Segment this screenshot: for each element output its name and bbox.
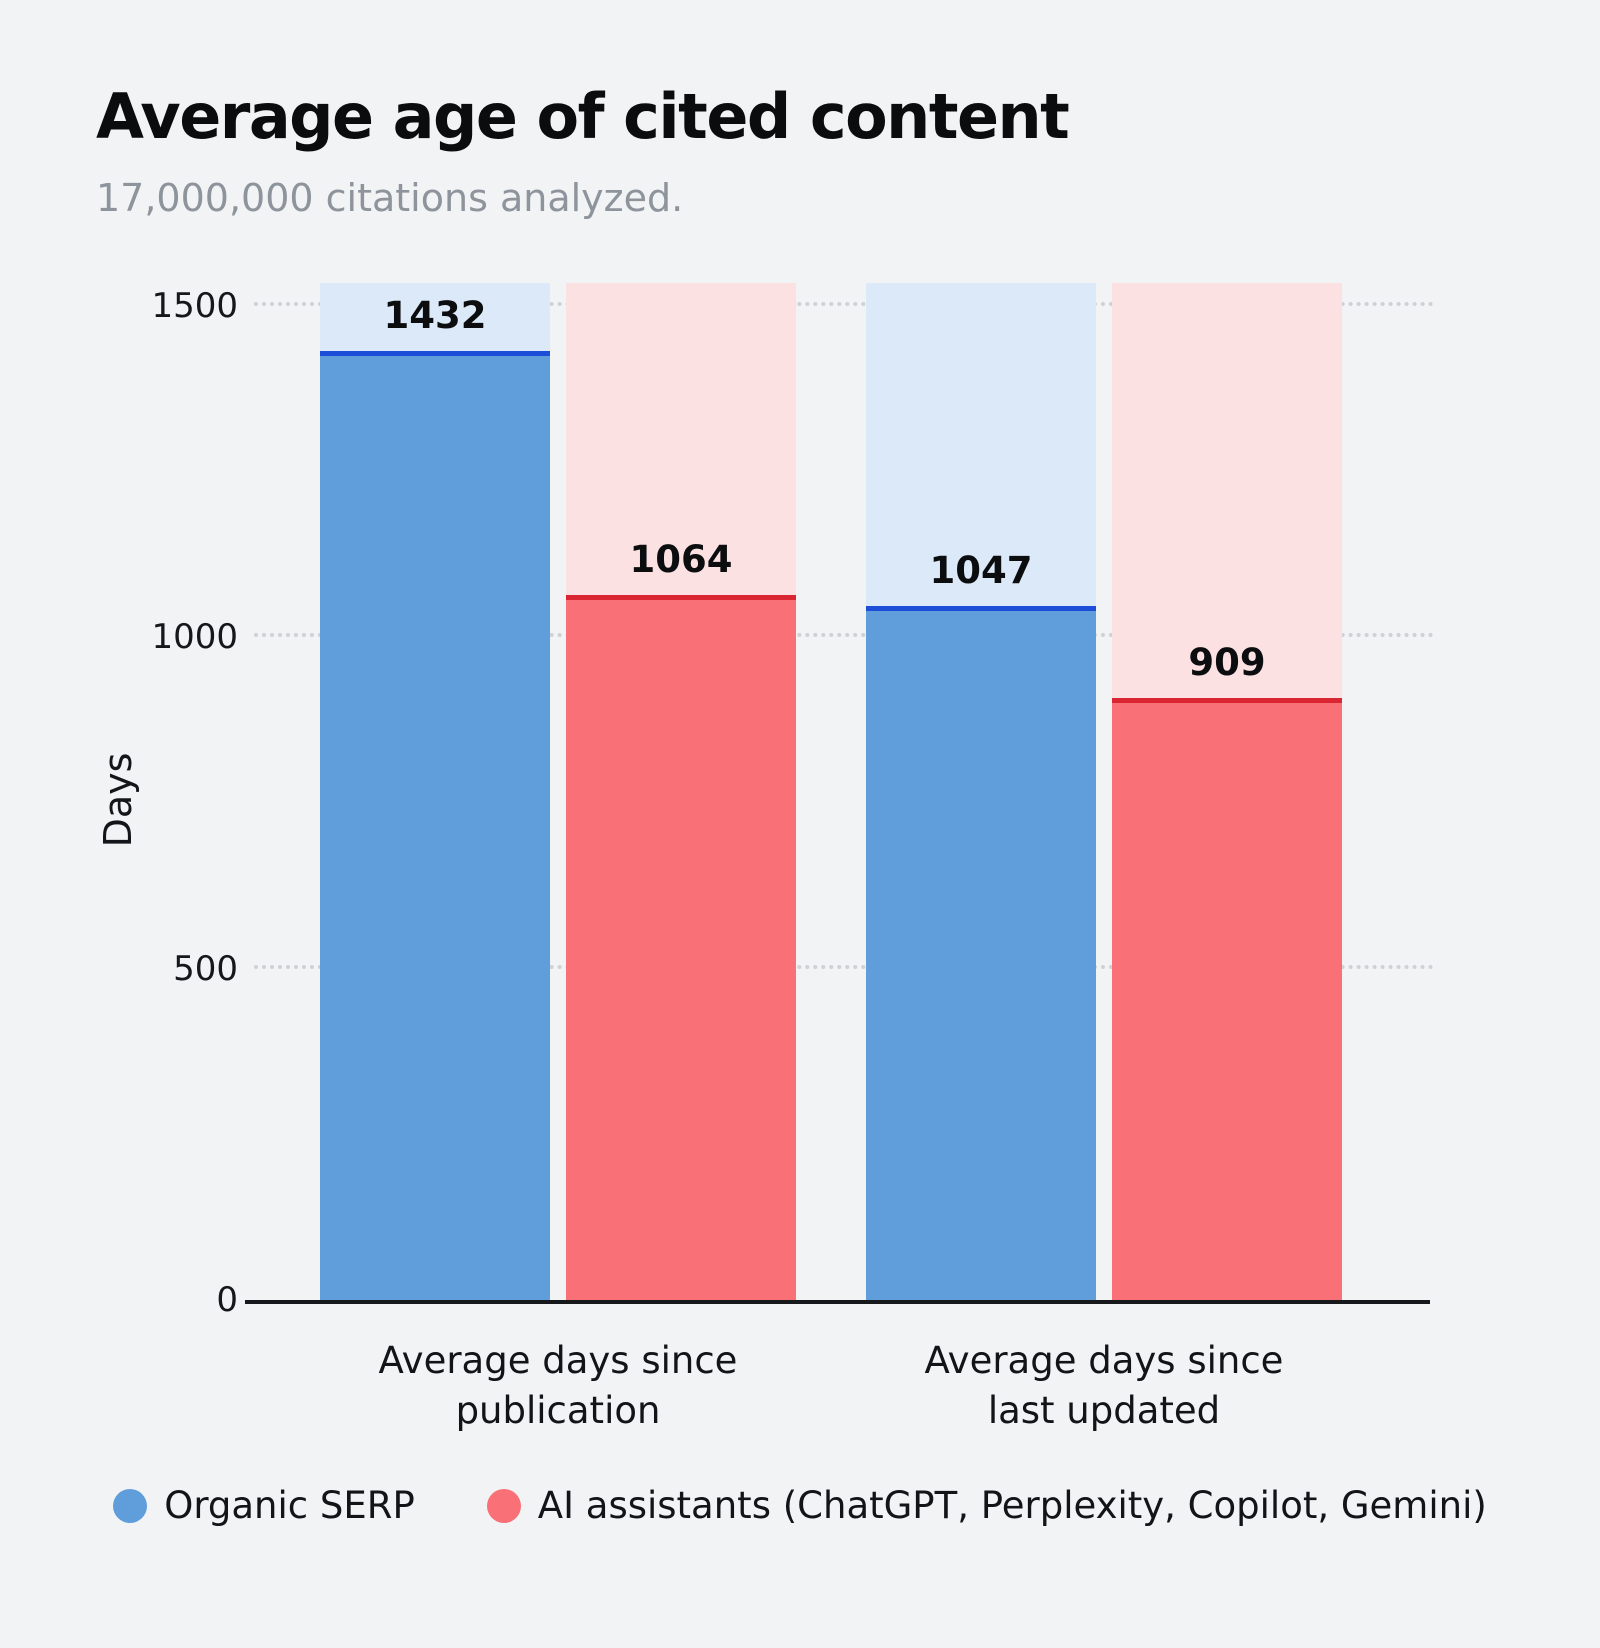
bar-fill [320,351,550,1300]
legend-item-organic-serp: Organic SERP [113,1484,415,1527]
legend-dot [486,1488,521,1523]
category-label-2: Average days since last updated [924,1339,1284,1432]
gridline-1000 [254,633,1434,638]
plot-area: 1432 1064 1047 909 [250,283,1434,1300]
bar-value-label: 1432 [383,294,487,338]
bar-fill [1112,697,1342,1300]
bar-fill [866,606,1096,1300]
bar-group-2: 1047 909 [866,283,1342,1300]
category-label-1: Average days since publication [378,1339,738,1432]
y-tick-0: 0 [216,1280,238,1320]
bar-value-label: 1064 [629,538,733,582]
bar-ai-assistants-chatgp-group-2: 909 [1112,283,1342,1300]
bar-organic-serp-group-2: 1047 [866,283,1096,1300]
bar-value-label: 1047 [929,549,1033,593]
y-tick-500: 500 [173,948,238,989]
legend-label: AI assistants (ChatGPT, Perplexity, Copi… [537,1484,1487,1527]
gridline-500 [254,964,1434,969]
legend: Organic SERP AI assistants (ChatGPT, Perp… [0,1484,1600,1527]
chart-subtitle: 17,000,000 citations analyzed. [96,176,684,220]
y-tick-1500: 1500 [151,286,238,327]
bar-ai-assistants-chatgp-group-1: 1064 [566,283,796,1300]
y-axis-ticks: 0 500 1000 1500 [110,283,238,1320]
bar-value-label: 909 [1188,640,1266,684]
x-axis-line [245,1300,1430,1304]
chart-title: Average age of cited content [96,80,1070,153]
y-tick-1000: 1000 [151,617,238,658]
bar-group-1: 1432 1064 [320,283,796,1300]
legend-label: Organic SERP [164,1484,415,1527]
legend-dot [113,1488,148,1523]
bar-groups: 1432 1064 1047 909 [250,283,1430,1300]
gridlines [250,283,1434,1300]
gridline-1500 [254,302,1434,307]
bar-fill [566,595,796,1300]
legend-item-ai-assistants-chatgp: AI assistants (ChatGPT, Perplexity, Copi… [486,1484,1487,1527]
category-labels: Average days since publication Average da… [250,1336,1430,1436]
bar-organic-serp-group-1: 1432 [320,283,550,1300]
